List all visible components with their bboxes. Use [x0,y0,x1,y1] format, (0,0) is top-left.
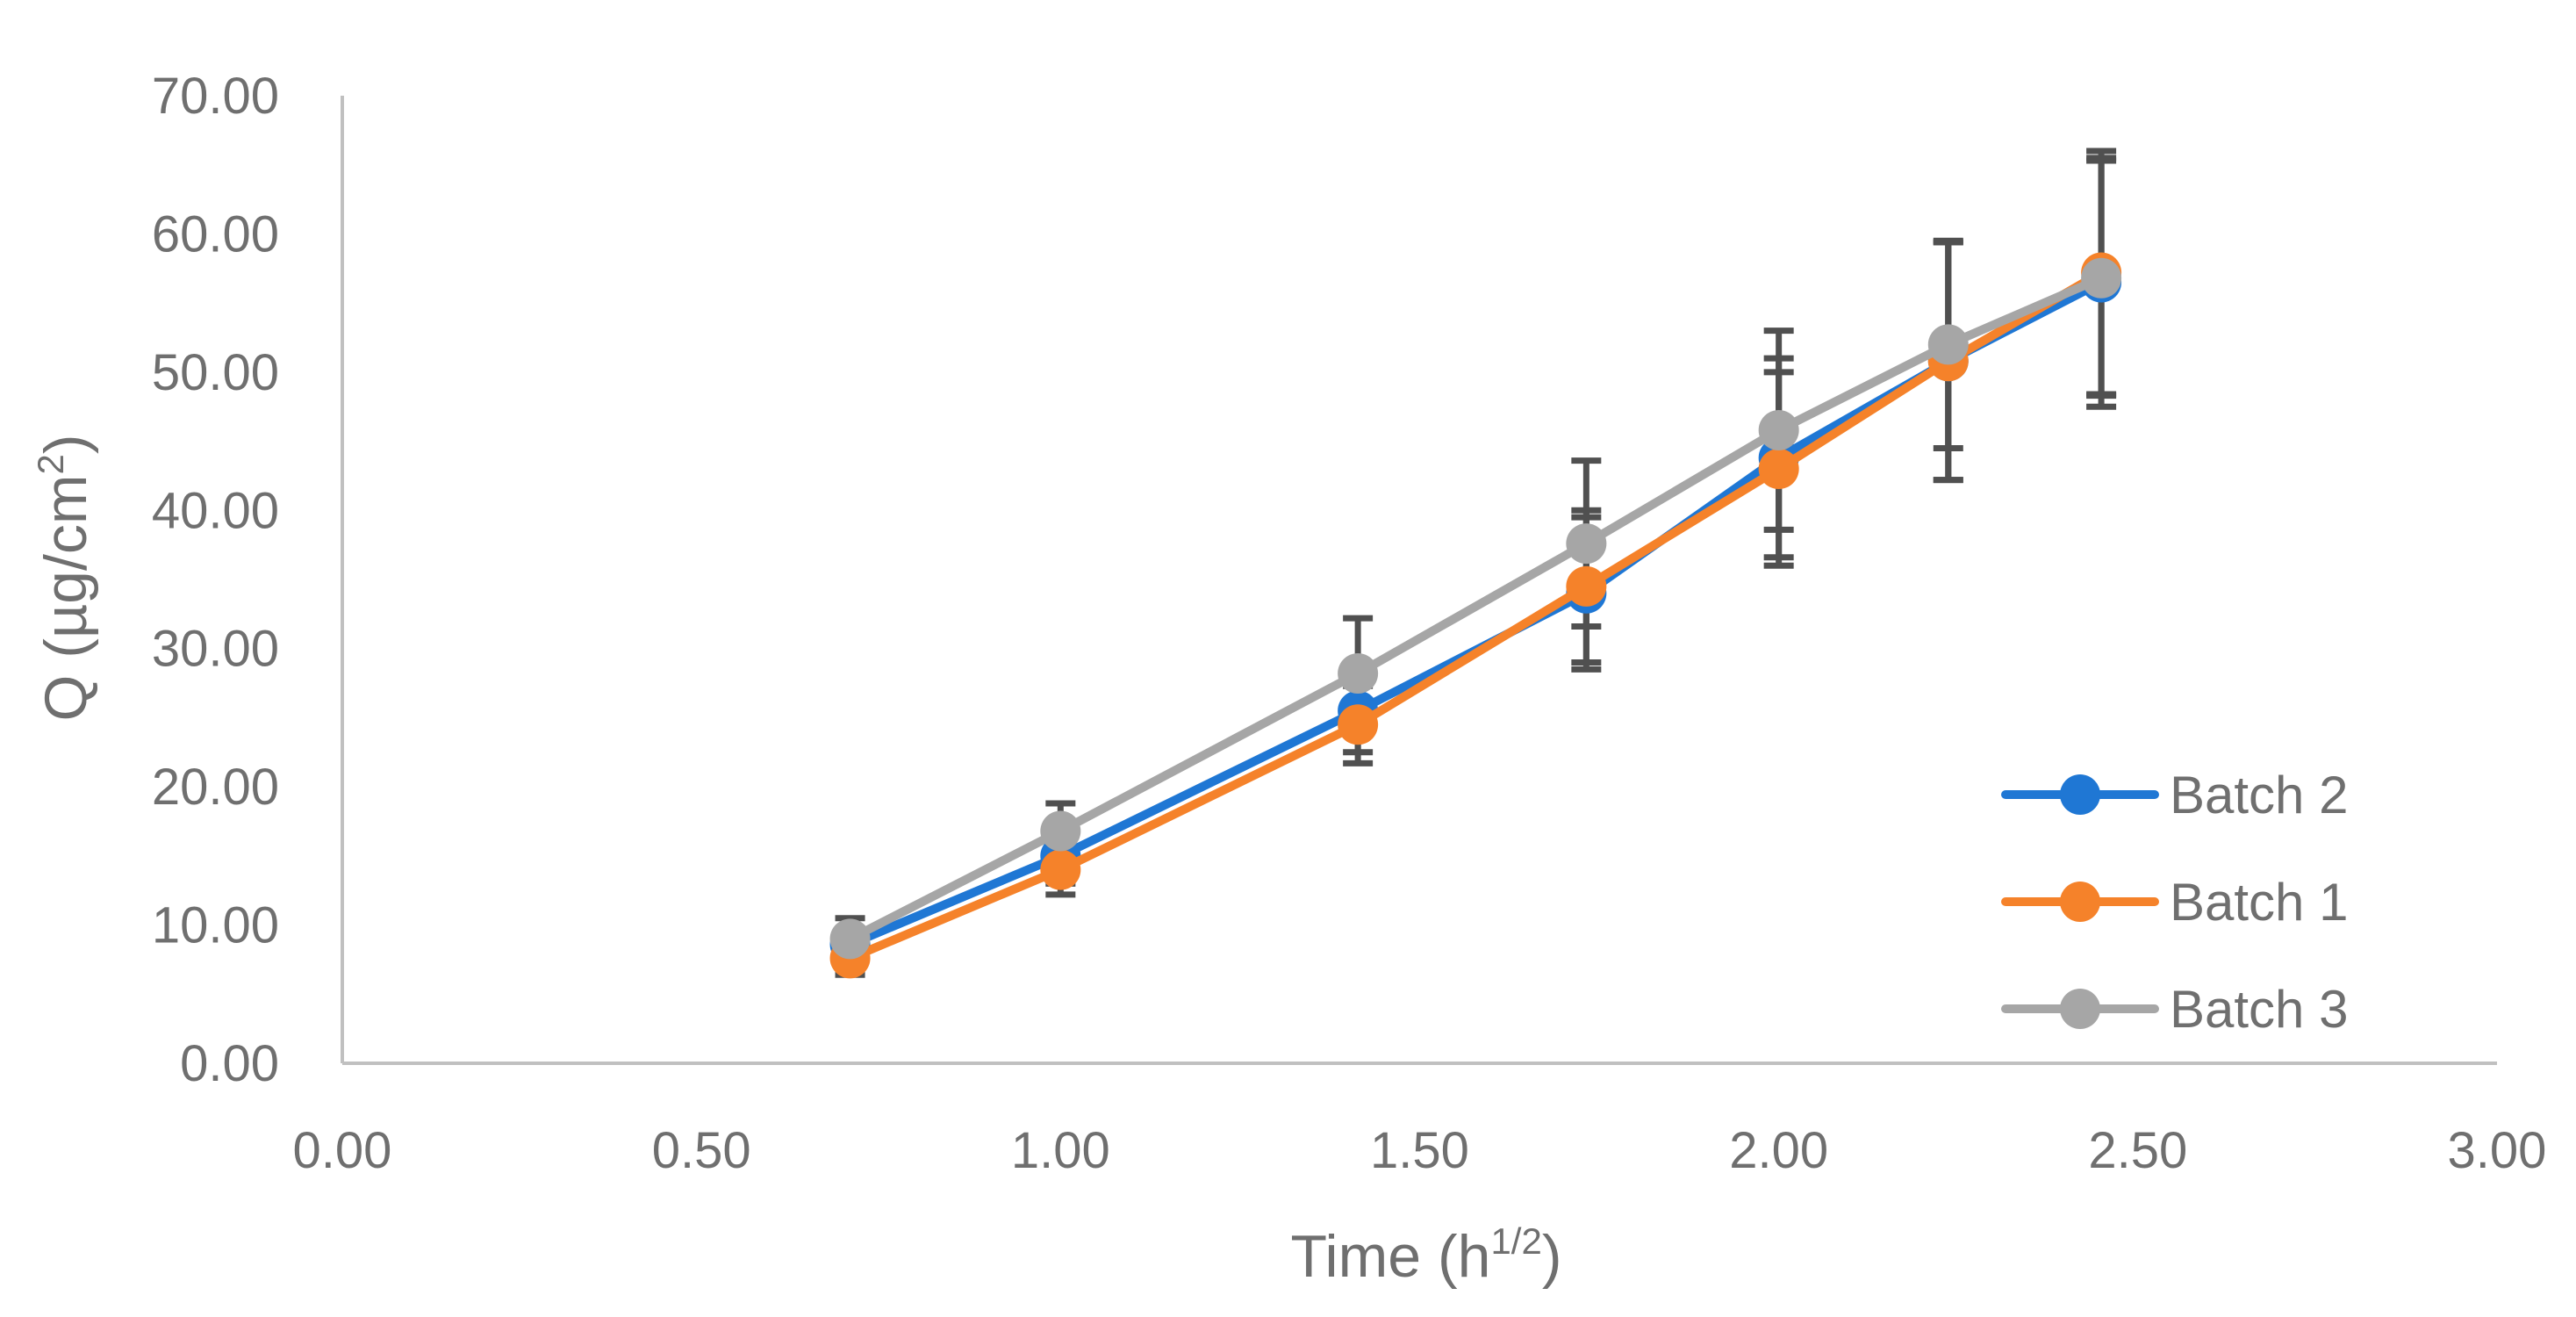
x-tick-label: 1.50 [1370,1122,1469,1179]
data-point-batch-1 [1758,449,1799,490]
data-point-batch-3 [1040,810,1081,852]
series-group [829,252,2122,979]
legend-item-batch-1: Batch 1 [2001,873,2348,932]
series-line-batch-1 [845,268,2106,963]
legend-label-batch-1: Batch 1 [2170,873,2348,932]
y-axis-title: Q (µg/cm2) [30,435,99,722]
legend-marker-batch-3 [2060,989,2100,1029]
x-tick-label: 3.00 [2448,1122,2547,1179]
x-tick-label: 1.00 [1011,1122,1110,1179]
legend-label-batch-3: Batch 3 [2170,980,2348,1039]
x-tick-label: 0.50 [652,1122,751,1179]
legend-marker-batch-2 [2060,774,2100,815]
y-tick-label: 0.00 [180,1035,279,1092]
data-point-batch-1 [1338,704,1379,745]
legend-item-batch-2: Batch 2 [2001,766,2348,824]
data-point-batch-3 [1927,324,1969,365]
legend-marker-batch-1 [2060,882,2100,922]
y-tick-label: 20.00 [152,759,279,816]
y-tick-label: 70.00 [152,68,279,125]
data-point-batch-1 [1566,565,1607,607]
x-tick-label: 2.50 [2088,1122,2187,1179]
data-point-batch-3 [1566,523,1607,565]
data-point-batch-3 [1338,653,1379,694]
x-tick-label: 2.00 [1729,1122,1828,1179]
data-point-batch-3 [829,918,871,960]
data-point-batch-1 [1040,849,1081,890]
y-tick-label: 60.00 [152,205,279,263]
series-batch-2 [829,262,2122,965]
data-point-batch-3 [2081,257,2122,299]
legend-label-batch-2: Batch 2 [2170,766,2348,824]
series-batch-3 [829,257,2122,960]
data-point-batch-3 [1758,409,1799,450]
legend: Batch 2 Batch 1 Batch 3 [2001,766,2348,1039]
axes-group: 0.00 10.00 20.00 30.00 40.00 50.00 60.00 70.00 0… [152,68,2547,1179]
y-tick-label: 50.00 [152,344,279,401]
legend-item-batch-3: Batch 3 [2001,980,2348,1039]
y-tick-label: 10.00 [152,897,279,954]
x-tick-label: 0.00 [293,1122,392,1179]
y-tick-label: 30.00 [152,621,279,678]
x-axis-title: Time (h1/2) [1290,1220,1561,1290]
y-tick-label: 40.00 [152,482,279,539]
